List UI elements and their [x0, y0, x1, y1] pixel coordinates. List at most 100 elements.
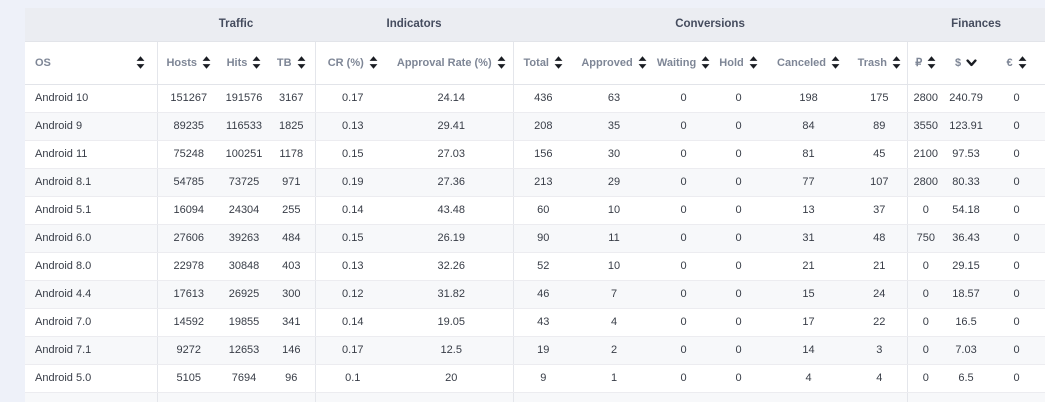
os-stats-table: Traffic Indicators Conversions Finances OS Ho… — [25, 8, 1045, 402]
sort-icon[interactable] — [369, 56, 378, 69]
value-cell: 0 — [712, 280, 766, 309]
value-cell: 2800 — [906, 84, 945, 113]
column-group-row: Traffic Indicators Conversions Finances — [25, 8, 1045, 42]
value-cell: 0 — [988, 280, 1045, 309]
column-header-label: Hold — [719, 56, 744, 69]
sort-icon[interactable] — [927, 56, 936, 69]
value-cell: 14 — [765, 336, 853, 365]
os-cell: Android 7.0 — [25, 308, 157, 337]
value-cell — [765, 392, 852, 402]
value-cell: 3167 — [268, 84, 316, 113]
column-header-label: Hosts — [166, 56, 198, 69]
value-cell: 0 — [906, 280, 945, 309]
column-header-os[interactable]: OS — [25, 41, 157, 85]
sort-icon[interactable] — [701, 56, 710, 69]
column-header-usd[interactable]: $ — [944, 41, 989, 85]
column-header-label: ₽ — [915, 57, 923, 69]
value-cell: 97.53 — [944, 140, 989, 169]
value-cell: 27606 — [156, 224, 220, 253]
value-cell: 116533 — [220, 112, 268, 141]
column-group-label: Indicators — [386, 18, 442, 31]
sort-icon[interactable] — [892, 56, 901, 69]
chevron-down-icon[interactable] — [966, 58, 977, 67]
column-header-canceled[interactable]: Canceled — [765, 41, 853, 85]
column-header-approved[interactable]: Approved — [573, 41, 656, 85]
value-cell — [852, 392, 907, 402]
value-cell: 20 — [390, 364, 514, 393]
value-cell: 0 — [655, 224, 713, 253]
column-header-hosts[interactable]: Hosts — [156, 41, 220, 85]
sort-icon[interactable] — [136, 56, 145, 69]
column-header-hold[interactable]: Hold — [712, 41, 766, 85]
column-header-cr[interactable]: CR (%) — [314, 41, 391, 85]
sort-icon[interactable] — [554, 56, 563, 69]
value-cell: 96 — [268, 364, 316, 393]
value-cell: 90 — [512, 224, 574, 253]
value-cell: 213 — [512, 168, 574, 197]
value-cell: 146 — [268, 336, 316, 365]
os-cell: Android 8.1 — [25, 168, 157, 197]
value-cell: 0 — [712, 364, 766, 393]
value-cell: 10 — [573, 196, 656, 225]
value-cell: 2800 — [906, 168, 945, 197]
column-header-waiting[interactable]: Waiting — [655, 41, 713, 85]
sort-icon[interactable] — [749, 56, 758, 69]
column-header-label: Canceled — [777, 56, 826, 69]
value-cell: 0 — [906, 336, 945, 365]
value-cell: 4 — [852, 364, 908, 393]
sort-icon[interactable] — [638, 56, 647, 69]
sort-icon[interactable] — [1018, 56, 1027, 69]
value-cell: 2 — [573, 336, 656, 365]
os-cell: Android 10 — [25, 84, 157, 113]
value-cell: 22978 — [156, 252, 220, 281]
table-row: Android 5.0 5105 7694 96 0.1 20 9 1 0 0 4 4 0 6.5 0 — [25, 364, 1045, 393]
sort-icon[interactable] — [252, 56, 261, 69]
value-cell: 255 — [268, 196, 316, 225]
value-cell: 0 — [712, 224, 766, 253]
value-cell: 11 — [573, 224, 656, 253]
column-header-eur[interactable]: € — [988, 41, 1045, 85]
value-cell: 27.03 — [390, 140, 514, 169]
value-cell: 0 — [655, 308, 713, 337]
value-cell: 16094 — [156, 196, 220, 225]
value-cell: 29 — [573, 168, 656, 197]
value-cell: 29.15 — [944, 252, 989, 281]
column-header-label: Hits — [226, 56, 248, 69]
value-cell: 35 — [573, 112, 656, 141]
value-cell: 0.1 — [314, 364, 391, 393]
column-header-hits[interactable]: Hits — [220, 41, 268, 85]
value-cell: 1178 — [268, 140, 316, 169]
column-header-total[interactable]: Total — [512, 41, 574, 85]
column-group-os — [25, 8, 157, 42]
value-cell: 0.14 — [314, 308, 391, 337]
value-cell: 89235 — [156, 112, 220, 141]
table-row-partial — [25, 392, 1045, 402]
sort-icon[interactable] — [297, 56, 306, 69]
os-cell: Android 7.1 — [25, 336, 157, 365]
value-cell: 0.17 — [314, 336, 391, 365]
value-cell — [573, 392, 655, 402]
value-cell: 341 — [268, 308, 316, 337]
value-cell: 0 — [712, 252, 766, 281]
sort-icon[interactable] — [831, 56, 840, 69]
value-cell: 4 — [765, 364, 853, 393]
column-header-approval-rate[interactable]: Approval Rate (%) — [390, 41, 514, 85]
value-cell: 0.12 — [314, 280, 391, 309]
table-row: Android 8.1 54785 73725 971 0.19 27.36 213 29 0 0… — [25, 168, 1045, 197]
value-cell: 484 — [268, 224, 316, 253]
column-header-trash[interactable]: Trash — [852, 41, 908, 85]
column-header-tb[interactable]: TB — [268, 41, 316, 85]
value-cell: 0 — [712, 196, 766, 225]
value-cell: 19 — [512, 336, 574, 365]
sort-icon[interactable] — [497, 56, 506, 69]
value-cell: 0.13 — [314, 112, 391, 141]
value-cell: 15 — [765, 280, 853, 309]
sort-icon[interactable] — [202, 56, 211, 69]
column-header-label: Approved — [581, 56, 633, 69]
value-cell: 156 — [512, 140, 574, 169]
value-cell: 0 — [906, 252, 945, 281]
value-cell: 0 — [988, 252, 1045, 281]
column-header-rub[interactable]: ₽ — [906, 41, 945, 85]
value-cell: 100251 — [220, 140, 268, 169]
